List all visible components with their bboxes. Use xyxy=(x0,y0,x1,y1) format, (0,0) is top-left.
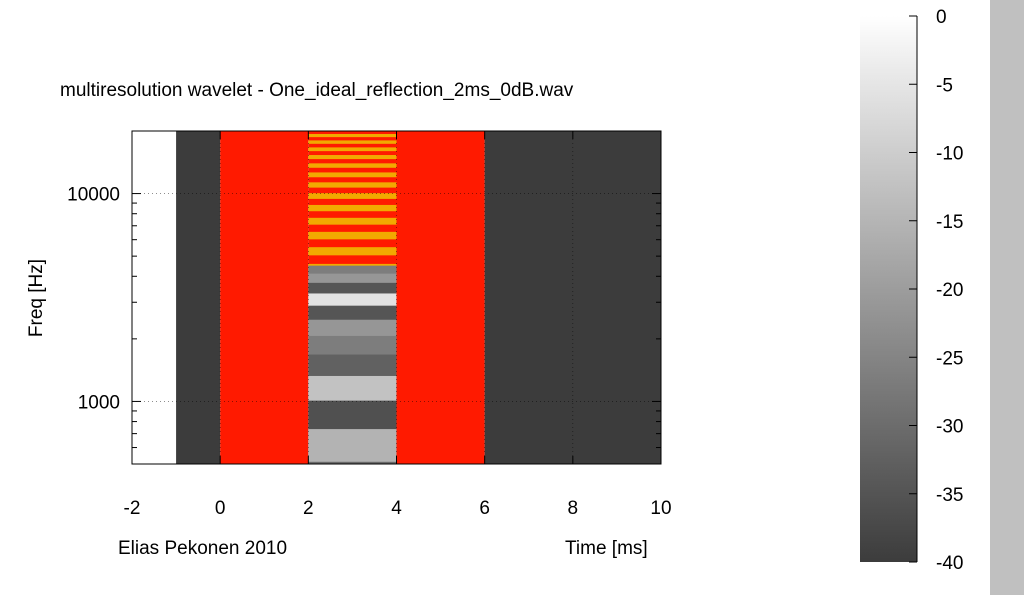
band-stripe xyxy=(308,131,397,135)
colorbar-tick-label: -35 xyxy=(936,485,963,506)
band-stripe xyxy=(308,319,397,337)
colorbar-tick-label: -15 xyxy=(936,212,963,233)
band-stripe xyxy=(308,155,397,160)
band-stripe xyxy=(308,151,397,156)
band-stripe xyxy=(308,273,397,284)
band-stripe xyxy=(308,167,397,173)
region-block xyxy=(132,131,177,464)
band-stripe xyxy=(308,137,397,141)
band-stripe xyxy=(308,198,397,206)
colorbar-tick-label: -10 xyxy=(936,144,963,165)
y-axis: 1000 10000 xyxy=(67,130,661,465)
colorbar-tick-label: -40 xyxy=(936,553,963,574)
band-stripe xyxy=(308,239,397,248)
colorbar-tick-label: -30 xyxy=(936,417,963,438)
x-axis-label: Time [ms] xyxy=(565,538,648,559)
x-tick-label: 2 xyxy=(303,498,314,519)
band-stripe xyxy=(308,400,397,430)
band-stripe xyxy=(308,143,397,148)
y-tick-label: 10000 xyxy=(67,185,120,206)
band-stripe xyxy=(308,461,397,464)
band-stripe xyxy=(308,375,397,402)
band-stripe xyxy=(308,293,397,307)
band-stripe xyxy=(308,177,397,183)
band-stripe xyxy=(308,231,397,240)
x-tick-label: -2 xyxy=(124,498,141,519)
band-stripe xyxy=(308,282,397,294)
band-stripe xyxy=(308,429,397,463)
x-tick-label: 0 xyxy=(215,498,226,519)
side-panel-strip xyxy=(990,0,1024,595)
credit-label: Elias Pekonen 2010 xyxy=(118,538,287,559)
band-stripe xyxy=(308,172,397,178)
region-block xyxy=(220,131,309,464)
band-stripe xyxy=(308,187,397,194)
colorbar-tick-label: -20 xyxy=(936,280,963,301)
band-stripe xyxy=(308,354,397,377)
plot-area xyxy=(132,131,661,464)
band-stripe xyxy=(308,193,397,200)
band-stripe xyxy=(308,163,397,169)
band-stripe xyxy=(308,265,397,275)
band-stripe xyxy=(308,204,397,212)
band-stripe xyxy=(308,335,397,356)
chart-title: multiresolution wavelet - One_ideal_refl… xyxy=(60,80,574,101)
colorbar-tick-label: -5 xyxy=(936,75,953,96)
x-axis: -2 0 2 4 6 8 10 xyxy=(124,131,672,519)
x-tick-label: 6 xyxy=(479,498,490,519)
band-stripe xyxy=(308,134,397,138)
x-tick-label: 4 xyxy=(391,498,402,519)
band-stripe xyxy=(308,147,397,152)
band-stripe xyxy=(308,224,397,233)
band-stripe xyxy=(308,217,397,226)
region-block xyxy=(176,131,221,464)
colorbar-ticks: 0 -5 -10 -15 -20 -25 -30 -35 -40 xyxy=(909,7,963,574)
band-stripe xyxy=(308,305,397,321)
y-tick-label: 1000 xyxy=(78,392,120,413)
grid-lines xyxy=(132,131,661,464)
colorbar xyxy=(860,16,917,562)
band-stripe xyxy=(308,140,397,145)
x-tick-label: 8 xyxy=(568,498,579,519)
band-stripe xyxy=(308,159,397,164)
band-stripe xyxy=(308,247,397,256)
band-stripe xyxy=(308,211,397,219)
region-block xyxy=(396,131,485,464)
region-block xyxy=(484,131,661,464)
colorbar-tick-label: -25 xyxy=(936,348,963,369)
band-stripe xyxy=(308,182,397,189)
colorbar-tick-label: 0 xyxy=(936,7,947,28)
interference-region xyxy=(308,131,397,464)
x-tick-label: 10 xyxy=(650,498,671,519)
y-axis-label: Freq [Hz] xyxy=(26,259,47,337)
band-stripe xyxy=(308,255,397,265)
